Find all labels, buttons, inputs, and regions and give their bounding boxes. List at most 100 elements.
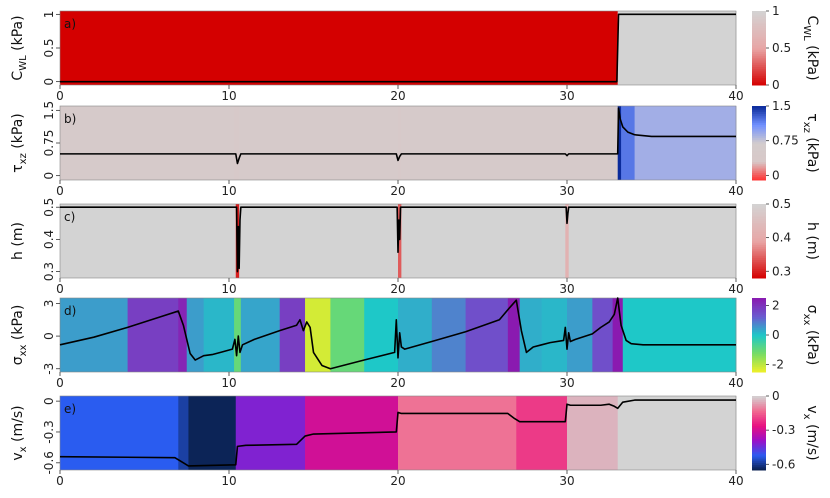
- heat-segment: [541, 298, 568, 372]
- series-line: [60, 107, 736, 165]
- colorbar-step: [752, 144, 766, 148]
- x-tick-label: 0: [56, 89, 64, 103]
- heat-segment: [279, 298, 306, 372]
- panel-b: 0 10 20 30 40 1.5 0.75 0 τxz (kPa) b) 1.5 0.75 0 τxz …: [10, 99, 820, 198]
- colorbar-tick-label: 0.4: [772, 231, 791, 245]
- colorbar-step: [752, 204, 766, 207]
- colorbar-tick-label: 0: [772, 168, 780, 182]
- colorbar-step: [752, 137, 766, 140]
- colorbar-step: [752, 16, 766, 19]
- colorbar-step: [752, 126, 766, 129]
- colorbar-step: [752, 397, 766, 401]
- y-tick-label: 0: [42, 78, 56, 86]
- heat-segment: [239, 106, 399, 180]
- colorbar-step: [752, 213, 766, 216]
- heat-background: [60, 204, 737, 278]
- colorbar-step: [752, 412, 766, 415]
- colorbar-step: [752, 222, 766, 225]
- colorbar-step: [752, 38, 766, 42]
- heat-segment: [516, 396, 568, 470]
- x-tick-label: 10: [221, 376, 236, 390]
- y-tick-label: 3: [42, 300, 56, 308]
- colorbar-step: [752, 436, 766, 440]
- colorbar-step: [752, 274, 766, 277]
- colorbar-step: [752, 396, 766, 399]
- colorbar-step: [752, 115, 766, 118]
- colorbar-step: [752, 351, 766, 354]
- x-tick-label: 10: [221, 184, 236, 198]
- heat-segment: [239, 204, 399, 278]
- colorbar-step: [752, 429, 766, 432]
- colorbar-step: [752, 460, 766, 464]
- colorbar-tick-label: -0.3: [772, 423, 795, 437]
- y-tick-label: 0.5: [42, 38, 56, 57]
- colorbar-step: [752, 146, 766, 150]
- colorbar-step: [752, 331, 766, 334]
- colorbar-step: [752, 33, 766, 36]
- colorbar-step: [752, 442, 766, 445]
- heat-segment: [592, 298, 614, 372]
- panel-e: 0 10 20 30 40 0 -0.3 -0.6 vx (m/s) e) 0 -0.3 -0.6 vx …: [10, 389, 820, 488]
- colorbar-step: [752, 229, 766, 233]
- colorbar-step: [752, 405, 766, 408]
- colorbar-step: [752, 159, 766, 162]
- x-tick-label: 30: [559, 184, 574, 198]
- colorbar-step: [752, 242, 766, 246]
- colorbar-step: [752, 62, 766, 66]
- y-tick-label: 0: [42, 332, 56, 340]
- colorbar-step: [752, 307, 766, 310]
- heat-segment: [617, 106, 622, 180]
- colorbar-step: [752, 167, 766, 170]
- colorbar-step: [752, 44, 766, 47]
- x-tick-label: 20: [390, 89, 405, 103]
- colorbar-step: [752, 362, 766, 366]
- colorbar-step: [752, 135, 766, 138]
- y-tick-label: -0.3: [42, 420, 56, 443]
- colorbar-step: [752, 265, 766, 268]
- colorbar-step: [752, 272, 766, 275]
- colorbar-step: [752, 355, 766, 358]
- colorbar-step: [752, 224, 766, 227]
- colorbar-step: [752, 117, 766, 120]
- colorbar-step: [752, 174, 766, 177]
- heat-segment: [622, 298, 737, 372]
- panel-tag: e): [64, 402, 76, 416]
- x-tick-label: 0: [56, 184, 64, 198]
- colorbar-step: [752, 226, 766, 229]
- colorbar-step: [752, 35, 766, 38]
- colorbar-step: [752, 316, 766, 319]
- colorbar: 0.5 0.4 0.3: [752, 197, 791, 279]
- colorbar-step: [752, 368, 766, 371]
- colorbar: 2 0 -2: [752, 298, 784, 373]
- heat-segment: [240, 298, 281, 372]
- heat-segment: [60, 396, 179, 470]
- colorbar-step: [752, 346, 766, 349]
- colorbar-step: [752, 462, 766, 465]
- colorbar-step: [752, 353, 766, 356]
- colorbar-step: [752, 444, 766, 447]
- colorbar-step: [752, 57, 766, 60]
- colorbar-step: [752, 333, 766, 336]
- y-tick-label: -3: [42, 363, 56, 375]
- colorbar-tick-label: 0: [772, 389, 780, 403]
- colorbar-step: [752, 244, 766, 248]
- series-line: [59, 297, 736, 370]
- x-tick-label: 20: [390, 376, 405, 390]
- y-tick-label: -0.6: [42, 451, 56, 474]
- heat-segment: [565, 204, 570, 278]
- colorbar-step: [752, 270, 766, 273]
- colorbar-step: [752, 53, 766, 56]
- colorbar-step: [752, 323, 766, 327]
- colorbar-step: [752, 431, 766, 434]
- colorbar-step: [752, 359, 766, 362]
- colorbar-step: [752, 161, 766, 164]
- y-tick-label: 1.5: [42, 101, 56, 120]
- heat-segment: [634, 106, 737, 180]
- colorbar-step: [752, 438, 766, 441]
- colorbar-step: [752, 455, 766, 458]
- series-line: [60, 206, 736, 273]
- colorbar-step: [752, 468, 766, 471]
- colorbar-step: [752, 46, 766, 49]
- colorbar-step: [752, 133, 766, 137]
- colorbar-step: [752, 36, 766, 40]
